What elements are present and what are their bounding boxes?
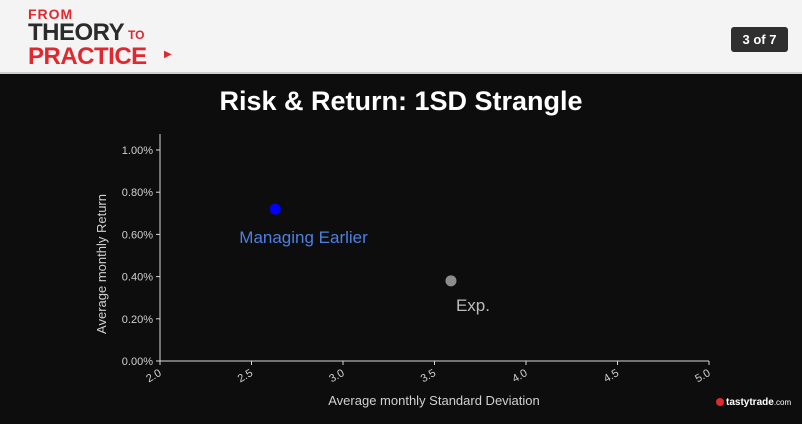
data-point xyxy=(445,275,457,287)
y-tick-label: 0.60% xyxy=(122,229,153,241)
x-axis-label: Average monthly Standard Deviation xyxy=(328,393,540,408)
x-tick-label: 4.0 xyxy=(510,367,529,385)
x-tick-label: 5.0 xyxy=(693,367,712,385)
y-tick-label: 0.00% xyxy=(122,356,153,368)
brand-suffix: .com xyxy=(773,398,792,407)
x-tick-label: 3.0 xyxy=(327,367,346,385)
logo-to-text: TO xyxy=(128,28,145,42)
data-point-label: Exp. xyxy=(456,296,490,315)
y-tick-label: 1.00% xyxy=(122,145,153,157)
x-tick-label: 3.5 xyxy=(419,367,438,385)
data-point xyxy=(269,203,281,215)
x-tick-label: 2.0 xyxy=(144,367,163,385)
logo-practice-text: PRACTICE xyxy=(28,43,147,70)
chart-title: Risk & Return: 1SD Strangle xyxy=(219,86,583,116)
tastytrade-brand: tastytrade.com xyxy=(716,397,791,408)
page-indicator: 3 of 7 xyxy=(731,27,788,52)
data-point-label: Managing Earlier xyxy=(239,228,368,247)
from-theory-to-practice-logo: FROM THEORY TO PRACTICE ▶ xyxy=(28,6,208,70)
header-bar: FROM THEORY TO PRACTICE ▶ 3 of 7 xyxy=(0,0,802,74)
y-tick-label: 0.40% xyxy=(122,272,153,284)
play-arrow-icon: ▶ xyxy=(164,49,172,60)
y-tick-label: 0.80% xyxy=(122,187,153,199)
logo-theory-text: THEORY xyxy=(28,19,125,46)
x-tick-label: 2.5 xyxy=(236,367,255,385)
y-axis-label: Average monthly Return xyxy=(94,194,109,334)
cherry-icon xyxy=(716,398,724,406)
brand-name: tastytrade xyxy=(726,397,774,408)
x-tick-label: 4.5 xyxy=(602,367,621,385)
y-tick-label: 0.20% xyxy=(122,314,153,326)
logo-from-text: FROM xyxy=(28,6,74,22)
